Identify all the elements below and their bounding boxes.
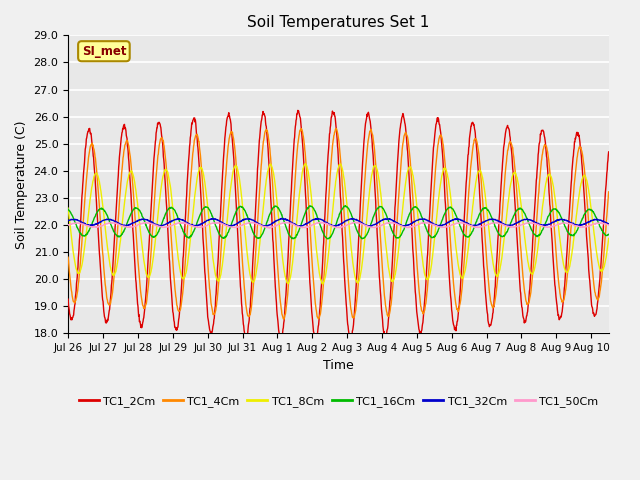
Text: SI_met: SI_met [82, 45, 126, 58]
Y-axis label: Soil Temperature (C): Soil Temperature (C) [15, 120, 28, 249]
Legend: TC1_2Cm, TC1_4Cm, TC1_8Cm, TC1_16Cm, TC1_32Cm, TC1_50Cm: TC1_2Cm, TC1_4Cm, TC1_8Cm, TC1_16Cm, TC1… [74, 392, 603, 411]
X-axis label: Time: Time [323, 359, 354, 372]
Title: Soil Temperatures Set 1: Soil Temperatures Set 1 [247, 15, 429, 30]
